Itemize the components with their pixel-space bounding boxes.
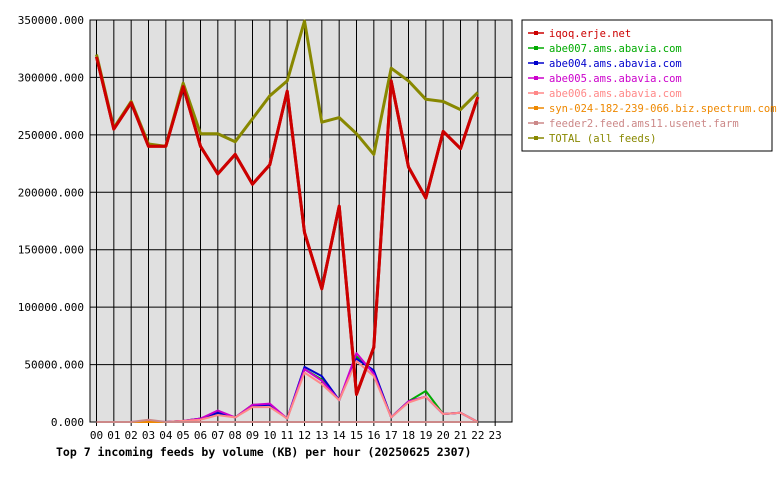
y-tick-label: 350000.000 (18, 14, 84, 27)
x-tick-label: 02 (125, 429, 138, 442)
legend-marker (534, 106, 538, 110)
series-lines (95, 19, 480, 423)
legend-marker (534, 61, 538, 65)
plot-area (89, 19, 513, 423)
x-tick-label: 10 (263, 429, 276, 442)
x-tick-label: 08 (229, 429, 242, 442)
x-tick-label: 09 (246, 429, 259, 442)
x-tick-label: 04 (159, 429, 173, 442)
x-tick-label: 20 (437, 429, 450, 442)
x-tick-label: 17 (385, 429, 398, 442)
legend-label: abe004.ams.abavia.com (549, 58, 682, 70)
y-tick-label: 0.000 (51, 416, 84, 429)
x-tick-label: 21 (454, 429, 467, 442)
legend-label: abe005.ams.abavia.com (549, 73, 682, 85)
x-tick-label: 16 (367, 429, 380, 442)
legend-marker (534, 91, 538, 95)
legend-label: abe007.ams.abavia.com (549, 43, 682, 55)
legend-marker (534, 46, 538, 50)
legend-marker (534, 31, 538, 35)
x-tick-label: 15 (350, 429, 363, 442)
y-tick-label: 250000.000 (18, 129, 84, 142)
y-tick-label: 200000.000 (18, 186, 84, 199)
x-tick-label: 00 (90, 429, 103, 442)
x-tick-label: 11 (281, 429, 294, 442)
y-tick-labels: 0.000 50000.000 100000.000 150000.000 200000… (18, 14, 84, 429)
x-tick-label: 13 (315, 429, 328, 442)
legend-label: abe006.ams.abavia.com (549, 88, 682, 100)
legend-marker (534, 136, 538, 140)
legend-marker (534, 76, 538, 80)
y-tick-label: 50000.000 (24, 359, 84, 372)
legend: iqoq.erje.net abe007.ams.abavia.com abe004… (521, 19, 777, 152)
x-tick-label: 22 (471, 429, 484, 442)
x-tick-label: 06 (194, 429, 207, 442)
x-tick-label: 07 (211, 429, 224, 442)
x-tick-label: 12 (298, 429, 311, 442)
legend-label: feeder2.feed.ams11.usenet.farm (549, 118, 739, 130)
x-tick-labels: 00 01 02 03 04 05 06 07 08 09 10 11 12 13 14 15 16 17 18 19… (90, 429, 502, 442)
y-tick-label: 150000.000 (18, 244, 84, 257)
x-tick-label: 01 (107, 429, 120, 442)
legend-marker (534, 121, 538, 125)
legend-label: iqoq.erje.net (549, 28, 631, 40)
series-line-primary (95, 56, 480, 396)
series-line-6 (96, 418, 478, 423)
legend-label: TOTAL (all feeds) (549, 133, 656, 145)
chart-title: Top 7 incoming feeds by volume (KB) per … (56, 445, 471, 459)
x-tick-label: 23 (489, 429, 502, 442)
x-tick-label: 14 (333, 429, 347, 442)
legend-label: syn-024-182-239-066.biz.spectrum.com (549, 103, 777, 115)
x-tick-label: 19 (419, 429, 432, 442)
x-tick-label: 03 (142, 429, 155, 442)
x-tick-label: 18 (402, 429, 415, 442)
y-tick-label: 100000.000 (18, 301, 84, 314)
y-tick-label: 300000.000 (18, 71, 84, 84)
x-tick-label: 05 (177, 429, 190, 442)
legend-box (521, 19, 773, 152)
